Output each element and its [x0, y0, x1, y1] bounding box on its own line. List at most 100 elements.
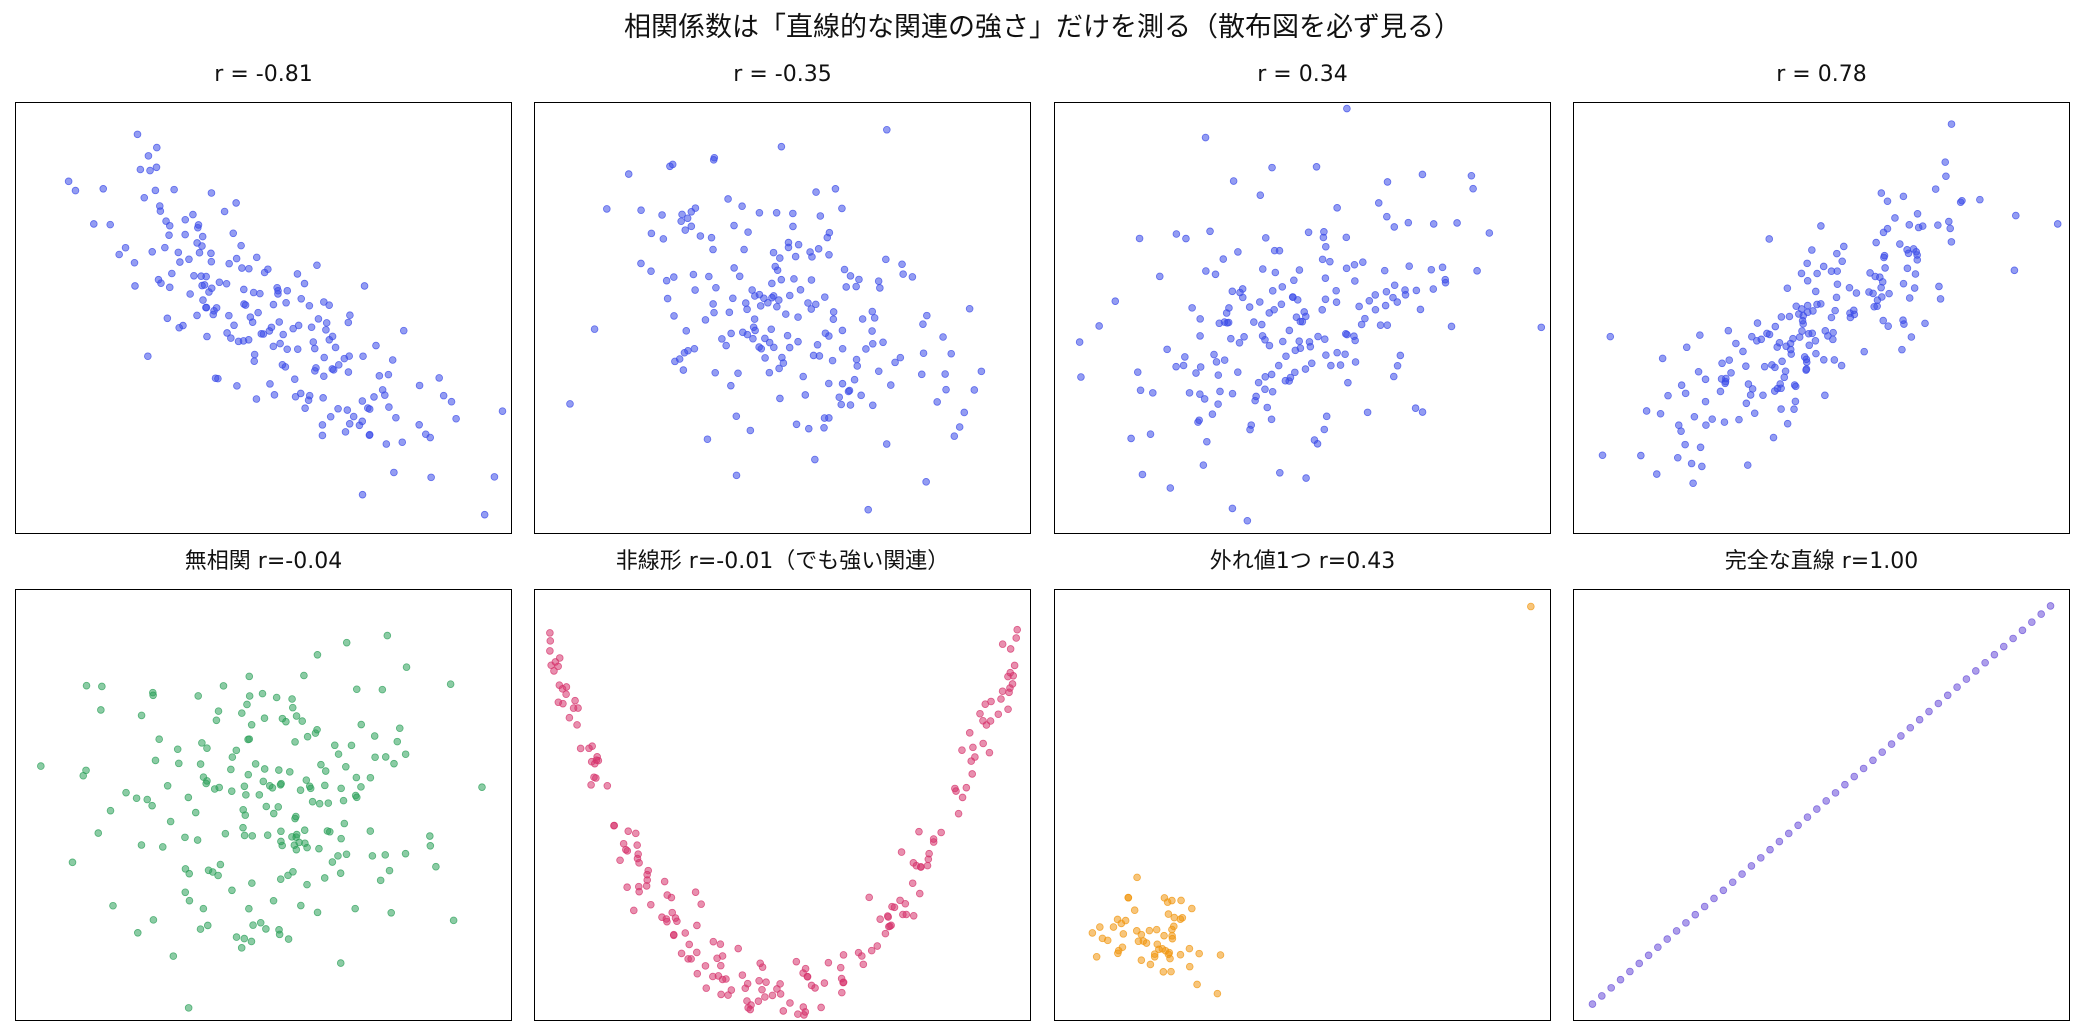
scatter-point [384, 370, 393, 379]
scatter-point [198, 739, 206, 747]
scatter-point [592, 774, 600, 782]
scatter-point [792, 957, 801, 966]
scatter-point [2010, 266, 2019, 275]
scatter-point [749, 334, 757, 343]
scatter-point [998, 640, 1007, 648]
scatter-plot [546, 625, 1021, 1019]
scatter-point [1903, 264, 1912, 273]
scatter-point [170, 185, 178, 194]
scatter-point [814, 245, 823, 253]
scatter-point [181, 230, 189, 239]
plot-area [15, 589, 512, 1021]
scatter-point [687, 222, 696, 231]
scatter-point [1145, 926, 1154, 935]
scatter-point [693, 969, 702, 978]
scatter-point [307, 323, 316, 332]
scatter-point [1913, 210, 1922, 218]
scatter-point [1768, 361, 1776, 369]
scatter-point [1427, 265, 1436, 274]
scatter-point [947, 349, 955, 358]
scatter-point [1320, 228, 1328, 236]
scatter-point [767, 325, 776, 334]
scatter-point [691, 286, 699, 294]
scatter-point [1852, 289, 1861, 297]
scatter-point [317, 760, 325, 769]
scatter-point [670, 273, 678, 281]
scatter-point [1301, 365, 1310, 373]
scatter-point [1136, 386, 1145, 395]
scatter-point [357, 720, 366, 729]
scatter-point [754, 997, 763, 1005]
scatter-point [637, 259, 645, 268]
scatter-point [270, 391, 279, 399]
scatter-point [868, 327, 876, 335]
scatter-point [712, 283, 720, 292]
scatter-point [693, 921, 701, 930]
scatter-point [1790, 405, 1798, 413]
scatter-point [1177, 896, 1185, 905]
scatter-point [1880, 253, 1888, 262]
scatter-point [785, 291, 794, 300]
scatter-point [314, 315, 323, 323]
scatter-point [756, 302, 765, 310]
scatter-point [1830, 356, 1839, 364]
scatter-point [658, 211, 666, 219]
scatter-point [262, 802, 271, 811]
scatter-point [1010, 661, 1019, 670]
scatter-point [401, 849, 410, 858]
scatter-point [969, 743, 977, 752]
scatter-point [1202, 267, 1210, 275]
scatter-point [1769, 433, 1778, 442]
scatter-point [328, 858, 337, 866]
scatter-point [1261, 234, 1270, 242]
scatter-point [1267, 415, 1276, 424]
scatter-point [1672, 927, 1681, 935]
scatter-point [727, 986, 736, 994]
scatter-point [837, 974, 846, 983]
scatter-point [1121, 916, 1130, 925]
scatter-point [1820, 356, 1828, 364]
scatter-point [1776, 380, 1784, 388]
plot-area [15, 102, 512, 534]
scatter-point [1336, 361, 1345, 369]
scatter-point [1701, 375, 1710, 384]
scatter-point [825, 379, 833, 388]
scatter-point [227, 765, 235, 774]
scatter-point [855, 275, 863, 284]
scatter-point [301, 839, 309, 848]
scatter-point [207, 249, 215, 258]
scatter-point [274, 286, 282, 295]
scatter-point [1322, 351, 1330, 359]
scatter-point [1934, 699, 1943, 708]
scatter-point [1133, 873, 1141, 882]
scatter-point [758, 985, 766, 994]
scatter-point [329, 366, 338, 374]
scatter-point [1389, 293, 1397, 302]
scatter-point [241, 811, 250, 819]
scatter-point [590, 325, 599, 333]
scatter-point [794, 240, 803, 249]
scatter-point [717, 961, 725, 970]
scatter-point [1225, 304, 1233, 312]
scatter-point [970, 386, 979, 394]
scatter-point [1727, 369, 1735, 377]
scatter-point [1263, 403, 1272, 412]
scatter-point [1302, 474, 1310, 482]
scatter-point [1616, 975, 1625, 984]
scatter-point [1321, 295, 1330, 304]
scatter-point [312, 364, 320, 372]
scatter-point [130, 258, 139, 267]
scatter-point [381, 851, 390, 859]
scatter-point [1833, 280, 1842, 289]
scatter-point [1261, 385, 1269, 394]
scatter-point [272, 693, 281, 702]
scatter-point [1252, 392, 1260, 401]
plot-area [1573, 102, 2070, 534]
scatter-point [385, 866, 394, 875]
scatter-point [1210, 350, 1218, 359]
scatter-point [1891, 214, 1899, 222]
scatter-point [399, 326, 408, 335]
scatter-point [939, 333, 947, 341]
scatter-point [808, 253, 816, 261]
scatter-point [136, 165, 145, 174]
